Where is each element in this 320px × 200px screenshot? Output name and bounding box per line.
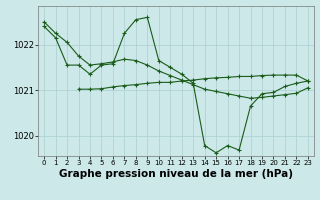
X-axis label: Graphe pression niveau de la mer (hPa): Graphe pression niveau de la mer (hPa)	[59, 169, 293, 179]
